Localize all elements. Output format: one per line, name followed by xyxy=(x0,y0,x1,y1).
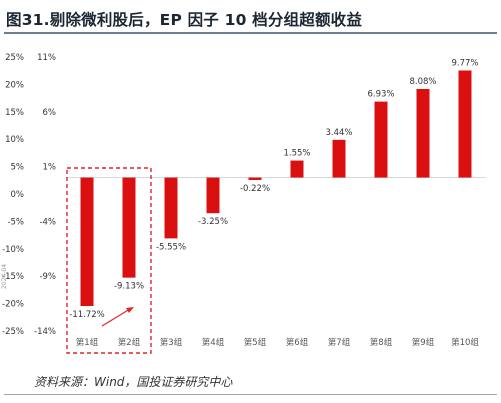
left-axis-tick-label: 5% xyxy=(11,163,25,173)
data-label: -9.13% xyxy=(114,282,144,292)
category-label: 第10组 xyxy=(451,337,479,348)
left-axis-tick-label: 20% xyxy=(5,80,24,90)
bar xyxy=(122,177,136,278)
category-label: 第8组 xyxy=(370,337,393,348)
bar xyxy=(458,70,472,178)
inner-axis-tick-label: -9% xyxy=(39,272,56,282)
data-label: -3.25% xyxy=(198,217,228,227)
inner-axis-tick-label: 11% xyxy=(37,53,56,63)
left-axis-tick-label: 0% xyxy=(11,190,25,200)
inner-axis-tick-label: 6% xyxy=(43,108,57,118)
data-label: 6.93% xyxy=(367,90,394,100)
category-label: 第6组 xyxy=(286,337,309,348)
bar xyxy=(80,177,94,307)
left-axis-fragment: 2024-04 xyxy=(1,263,8,289)
left-axis-tick-label: -5% xyxy=(7,217,24,227)
category-label: 第9组 xyxy=(412,337,435,348)
left-axis-tick-label: -10% xyxy=(2,245,24,255)
bar xyxy=(206,177,220,214)
chart-title: 图31.剔除微利股后，EP 因子 10 档分组超额收益 xyxy=(6,11,363,29)
data-label: -5.55% xyxy=(156,242,186,252)
inner-axis-tick-label: -4% xyxy=(39,217,56,227)
category-label: 第3组 xyxy=(160,337,183,348)
bottom-rule xyxy=(4,394,497,395)
category-label: 第5组 xyxy=(244,337,267,348)
trend-arrow-line xyxy=(101,308,131,327)
source-note: 资料来源：Wind，国投证券研究中心 xyxy=(34,375,233,389)
category-label: 第4组 xyxy=(202,337,225,348)
left-axis-tick-label: 10% xyxy=(5,135,24,145)
left-axis-tick-label: -15% xyxy=(2,272,24,282)
category-label: 第1组 xyxy=(76,337,99,348)
left-axis-tick-label: 15% xyxy=(5,108,24,118)
category-label: 第2组 xyxy=(118,337,141,348)
left-axis-tick-label: -20% xyxy=(2,300,24,310)
data-label: 8.08% xyxy=(409,77,436,87)
bar xyxy=(416,89,430,178)
data-label: 3.44% xyxy=(325,128,352,138)
inner-axis-tick-label: -14% xyxy=(34,327,56,337)
data-label: 1.55% xyxy=(283,149,310,159)
bar xyxy=(164,177,178,239)
data-label: -0.22% xyxy=(240,184,270,194)
bar xyxy=(374,101,388,178)
title-bar: 图31.剔除微利股后，EP 因子 10 档分组超额收益 xyxy=(4,4,497,34)
data-label: 9.77% xyxy=(451,58,478,68)
category-label: 第7组 xyxy=(328,337,351,348)
bar xyxy=(248,177,262,180)
trend-arrow-head xyxy=(126,307,134,313)
bar xyxy=(290,160,304,178)
highlight-box xyxy=(66,167,152,354)
inner-axis-tick-label: 1% xyxy=(43,163,57,173)
left-axis-tick-label: 25% xyxy=(5,53,24,63)
bar xyxy=(332,139,346,178)
data-label: -11.72% xyxy=(69,310,104,320)
left-axis-tick-label: -25% xyxy=(2,327,24,337)
